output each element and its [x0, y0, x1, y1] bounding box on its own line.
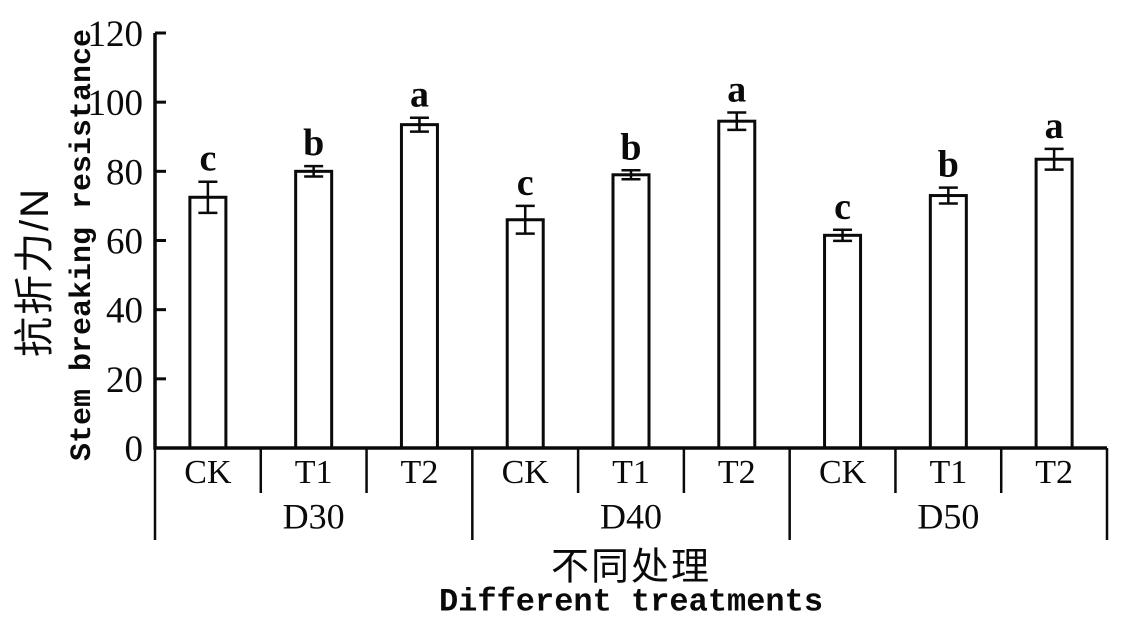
sig-letter: a [727, 69, 746, 111]
treatment-label: T1 [612, 454, 650, 491]
y-axis-title-en: Stem breaking resistance [66, 28, 100, 462]
bar-D30-T2 [399, 123, 439, 450]
y-tick-label: 100 [88, 83, 144, 124]
x-axis-title-zh: 不同处理 [550, 546, 712, 589]
y-tick-label: 60 [106, 221, 143, 262]
bar-D30-CK [188, 195, 228, 450]
sig-letter: b [303, 122, 324, 164]
x-axis-title-en: Different treatments [438, 583, 824, 621]
y-axis-title-zh: 抗折力/N [13, 187, 57, 357]
sig-letter: b [620, 126, 641, 168]
treatment-label: T1 [929, 454, 967, 491]
sig-letter: a [410, 74, 429, 116]
bar-D50-T1 [928, 194, 968, 450]
group-label: D30 [283, 497, 345, 537]
sig-letter: b [938, 144, 959, 186]
bar-D50-T2 [1034, 157, 1074, 450]
y-tick-label: 40 [106, 291, 143, 332]
treatment-label: T2 [401, 454, 439, 491]
bar-D50-CK [823, 233, 863, 450]
group-label: D40 [600, 497, 662, 537]
group-label: D50 [917, 497, 979, 537]
sig-letter: a [1045, 105, 1064, 147]
treatment-label: T2 [1035, 454, 1073, 491]
treatment-label: T2 [718, 454, 756, 491]
bar-D40-T1 [611, 173, 651, 450]
sig-letter: c [517, 162, 534, 204]
y-tick-label: 80 [106, 152, 143, 193]
bar-D30-T1 [294, 169, 334, 450]
sig-letter: c [834, 186, 851, 228]
bar-D40-T2 [717, 119, 757, 450]
sig-letter: c [199, 138, 216, 180]
axis-spines [153, 33, 1107, 450]
treatment-label: T1 [295, 454, 333, 491]
treatment-label: CK [819, 454, 867, 491]
y-tick-label: 0 [125, 429, 144, 470]
bar-D40-CK [505, 218, 545, 450]
treatment-label: CK [502, 454, 550, 491]
y-tick-label: 20 [106, 360, 143, 401]
y-tick-label: 120 [88, 14, 144, 55]
treatment-label: CK [184, 454, 232, 491]
